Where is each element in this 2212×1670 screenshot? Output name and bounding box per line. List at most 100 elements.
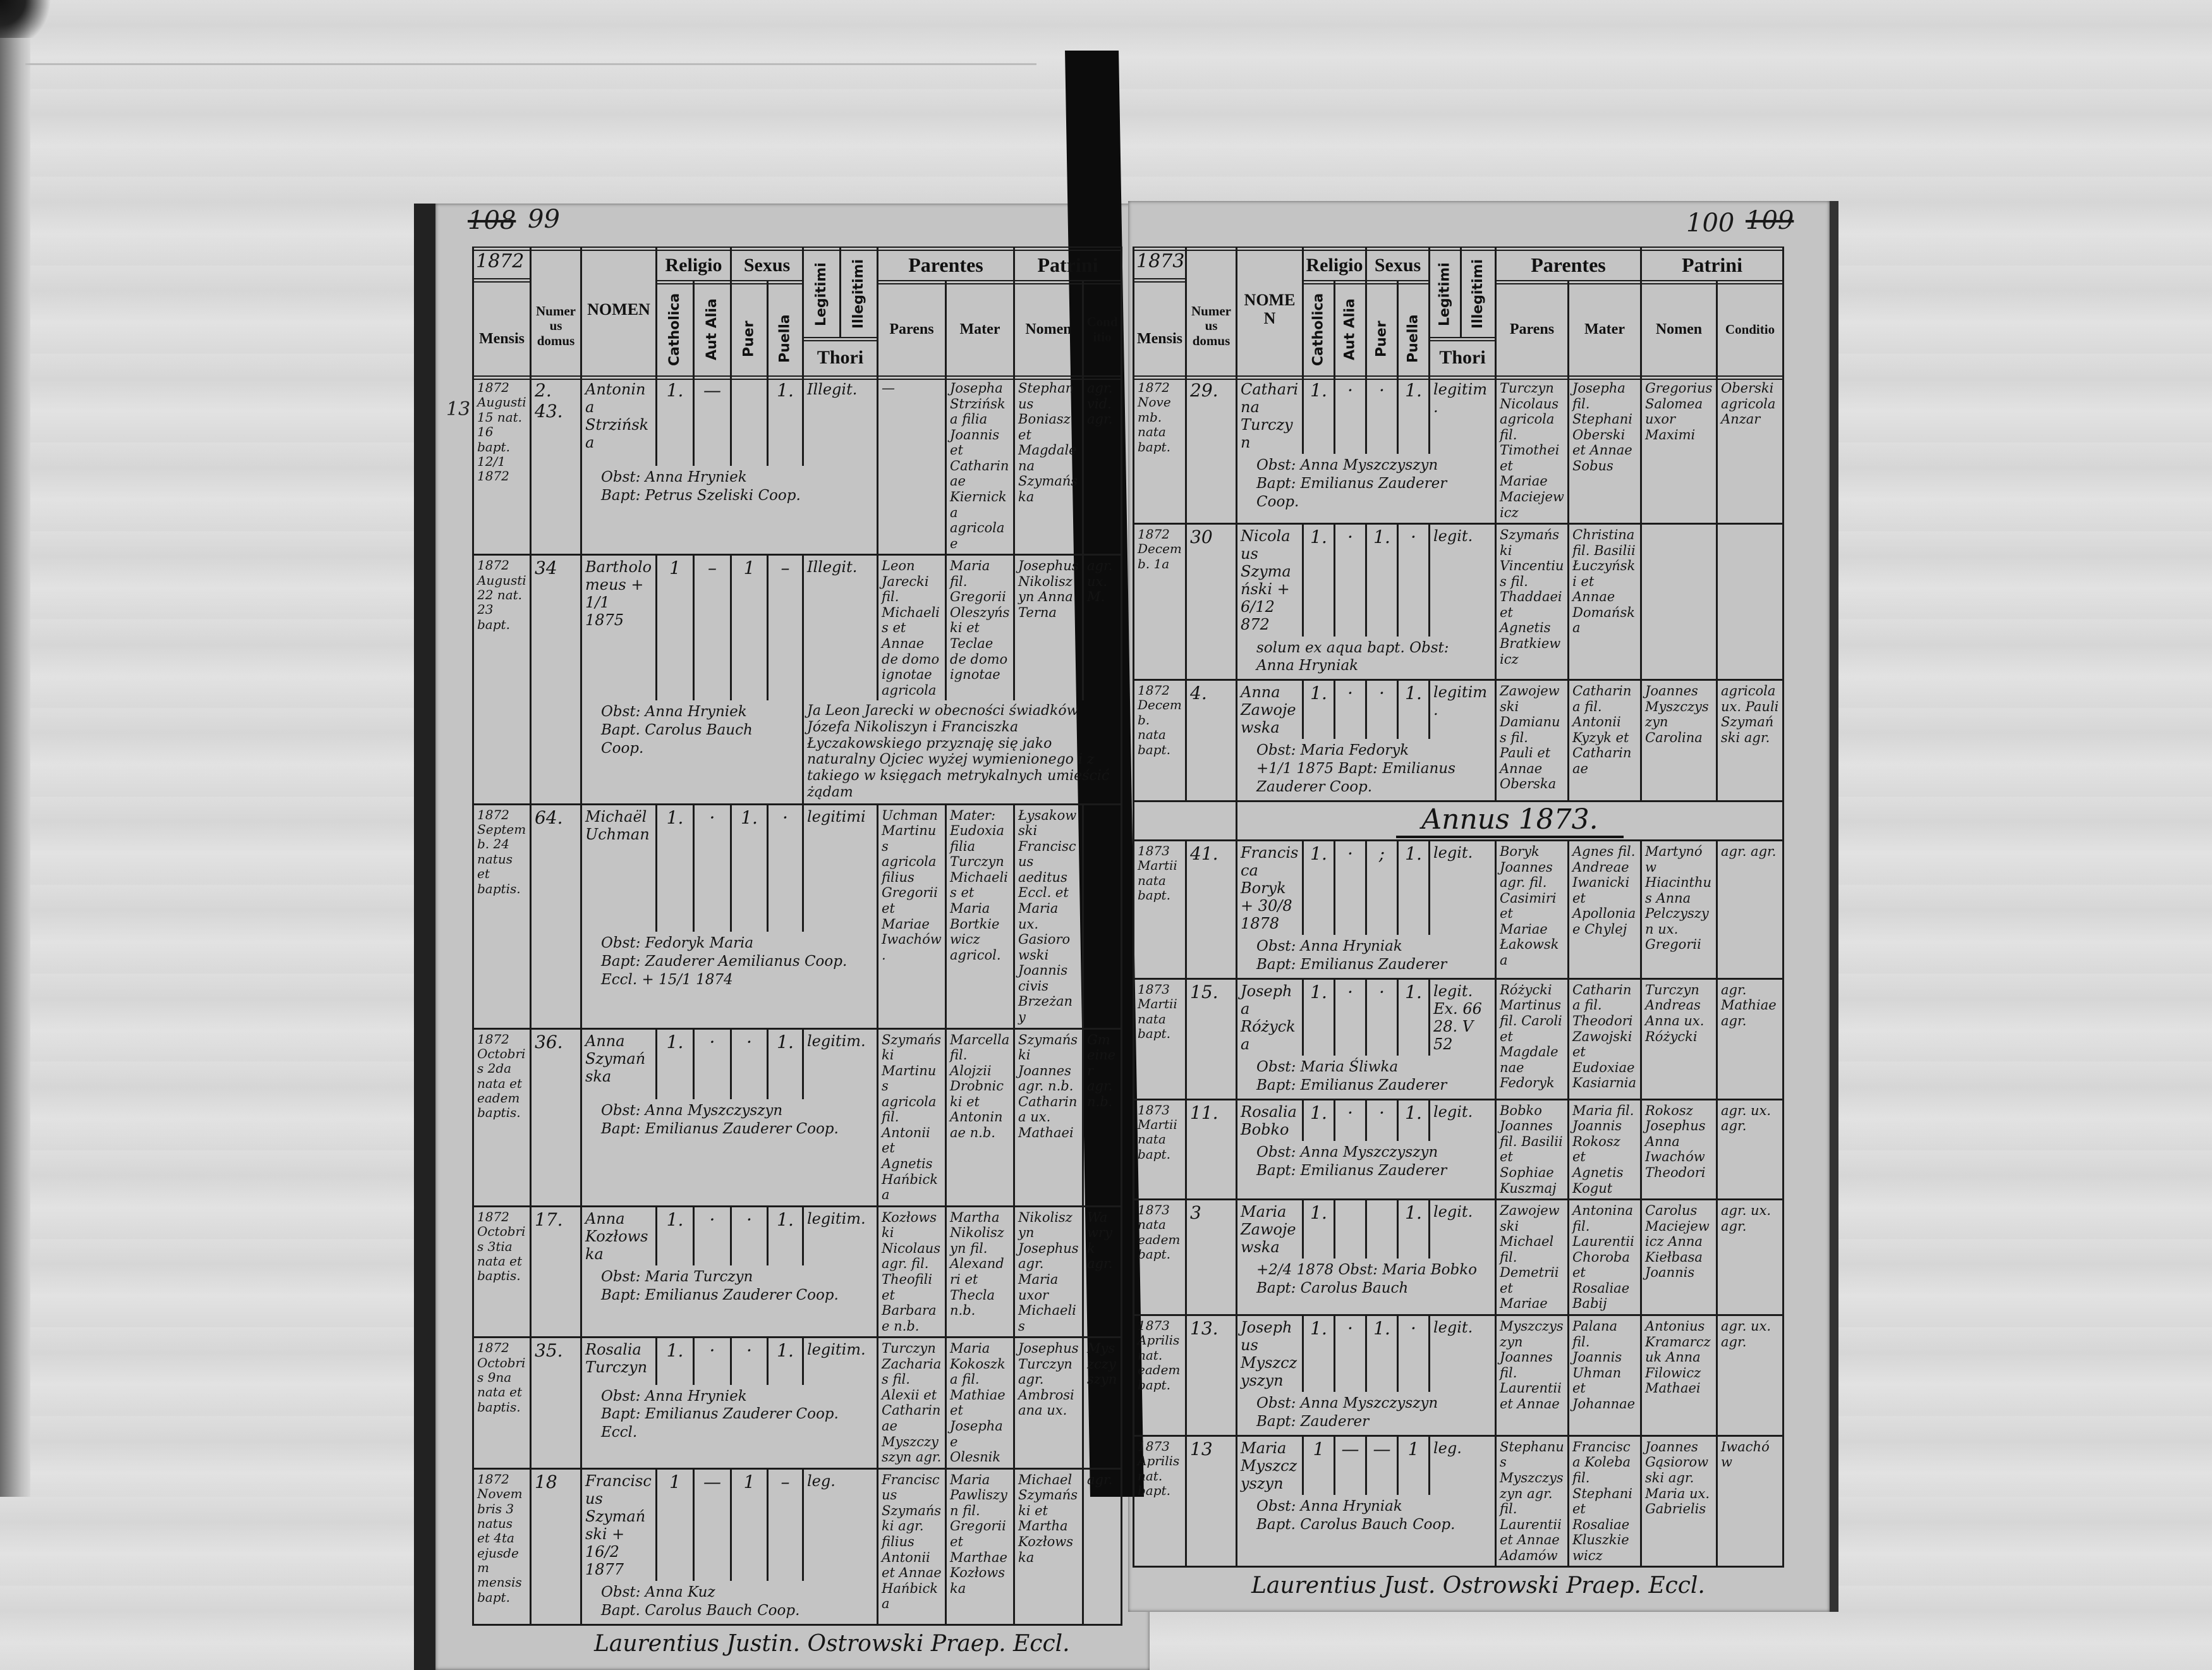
entry-parens: Szymański Vincentius fil. Thaddaei et Ag… [1495, 523, 1569, 681]
entry-aut-alia: · [693, 1337, 732, 1385]
entry-parens: Leon Jarecki fil. Michaelis et Annae de … [877, 554, 947, 701]
entry-obstetrix-baptizans: Obst: Maria Fedoryk +1/1 1875 Bapt: Emili… [1236, 739, 1497, 802]
baptizans: Bapt: Emilianus Zauderer Coop. [601, 1120, 839, 1137]
entry-parens: Zawojewski Damianus fil. Pauli et Annae … [1495, 680, 1569, 802]
entry-puer: · [730, 1337, 769, 1385]
baptizans: Bapt: Petrus Szeliski Coop. [601, 487, 801, 504]
left_page-header-col-line [877, 247, 878, 378]
entry-domus: 29. [1185, 378, 1237, 525]
entry-nomen: Nicolaus Szymański + 6/12 872 [1236, 523, 1304, 637]
entry-legitimacy: legit. [1428, 840, 1497, 936]
entry-nomen: Franciscus Szymański + 16/2 1877 [580, 1468, 657, 1582]
entry-mater: Palana fil. Joannis Uhman et Johannae [1567, 1315, 1642, 1437]
left_page-header-top-line [472, 247, 1122, 251]
header-thori: Thori [817, 347, 864, 368]
entry-legitimacy: legit. Ex. 66 28. V 52 [1428, 978, 1497, 1056]
entry-catholica: 1. [1302, 978, 1335, 1056]
entry-catholica: 1. [1302, 378, 1335, 454]
left_page-group-line [1013, 280, 1121, 284]
entry-patrini-nomen: Nikoliszyn Josephus agr. Maria uxor Mich… [1013, 1206, 1085, 1339]
header-puella: Puella [777, 314, 793, 363]
entry-aut-alia: · [1334, 1315, 1367, 1393]
obstetrix: Obst: Fedoryk Maria [601, 935, 754, 952]
table-row: 1872 Decemb. nata bapt. 4. Anna Zawojewska… [1133, 680, 1784, 802]
entry-legitimacy: legit. [1428, 1199, 1497, 1259]
header-mater: Mater [959, 321, 1000, 338]
entry-mensis: 1872 Octobris 9na nata et baptis. [472, 1337, 532, 1470]
baptizans: Bapt: Emilianus Zauderer Coop. [601, 1286, 839, 1303]
header-sexus: Sexus [1374, 255, 1421, 276]
table-row: 1872 Octobris 2da nata et eadem baptis. 3… [472, 1028, 1123, 1207]
entry-mater: Martha Nikoliszyn fil. Alexandri et Thec… [945, 1206, 1016, 1339]
left_page-header-col-line [1082, 280, 1084, 378]
header-mensis: Mensis [479, 330, 525, 347]
signature-right: Laurentius Just. Ostrowski Praep. Eccl. [1251, 1573, 1705, 1599]
right_page-header-col-line [1185, 247, 1187, 378]
entry-nomen: Anna Szymańska [580, 1028, 657, 1100]
entry-puer: 1 [730, 554, 769, 701]
table-row: 1873 Aprilis nat. eadem bapt. 13. Josephus… [1133, 1315, 1784, 1437]
entry-domus: 13 [1185, 1435, 1237, 1568]
entry-mater: Agnes fil. Andreae Iwanicki et Apollonia… [1567, 840, 1642, 980]
entry-mensis: 1872 Octobris 3tia nata et baptis. [472, 1206, 532, 1339]
obstetrix: Obst: Anna Myszczyszyn [1256, 1143, 1438, 1161]
left_page-header-col-line [472, 247, 474, 378]
entry-legitimacy: legitim. [1428, 680, 1497, 740]
obstetrix: Obst: Anna Myszczyszyn [1256, 457, 1438, 474]
entry-puer: · [730, 1028, 769, 1100]
header-patrini-nomen: Nomen [1655, 321, 1703, 338]
entry-legitimacy: legitimi [801, 804, 879, 932]
entry-patrini-conditio: Wawryk agr. [1082, 1206, 1123, 1339]
left_page-header-year: 1872 [476, 250, 525, 272]
entry-domus: 36. [530, 1028, 582, 1207]
entry-patrini-conditio [1716, 523, 1784, 681]
table-row: 1873 Aprilis nat. bapt. 13 Maria Myszczysz… [1133, 1435, 1784, 1568]
entry-puer [1365, 1199, 1399, 1259]
entry-puer: · [1365, 978, 1399, 1056]
obstetrix: Obst: Maria Turczyn [601, 1268, 753, 1285]
entry-nomen: Antonina Strzińska [580, 378, 657, 466]
obstetrix: Obst: Maria Śliwka [1256, 1059, 1399, 1076]
right_page-header-bottom-line [1133, 375, 1784, 380]
entry-puella: 1. [1397, 840, 1430, 936]
entry-catholica: 1. [1302, 523, 1335, 637]
entry-puella: · [1397, 523, 1430, 637]
entry-catholica: 1. [1302, 840, 1335, 936]
entry-patrini-conditio: agr. agr. [1716, 840, 1784, 980]
entry-mensis: 1873 Aprilis nat. bapt. [1133, 1435, 1187, 1568]
header-catholica: Catholica [1310, 293, 1327, 367]
entry-catholica: 1. [655, 1337, 695, 1385]
header-thori: Thori [1439, 347, 1486, 368]
entry-obstetrix-baptizans: Obst: Anna Hryniek Bapt: Emilianus Zauder… [580, 1384, 879, 1470]
left_page-header-col-line [767, 280, 769, 378]
left_page-header-col-line [730, 247, 732, 378]
entry-patrini-nomen: Szymański Joannes agr. n.b. Catharina ux… [1013, 1028, 1085, 1207]
entry-catholica: 1 [655, 1468, 695, 1582]
entry-legitimacy: legitim. [801, 1337, 879, 1385]
entry-domus: 30 [1185, 523, 1237, 681]
entry-puella: 1. [767, 1337, 804, 1385]
entry-aut-alia: – [693, 554, 732, 701]
entry-mensis: 1872 Novembris 3 natus et 4ta ejusdem me… [472, 1468, 532, 1626]
table-row: 1872 Augusti 15 nat. 16 bapt. 12/1 1872 2… [472, 378, 1123, 556]
entry-parens: Kozłowski Nicolaus agr. fil. Theofili et… [877, 1206, 947, 1339]
entry-parens: Szymański Martinus agricola fil. Antonii… [877, 1028, 947, 1207]
entry-parens: Franciscus Szymański agr. filius Antonii… [877, 1468, 947, 1626]
entry-nomen: Francisca Boryk + 30/8 1878 [1236, 840, 1304, 936]
table-row: 1872 Decemb. 1a 30 Nicolaus Szymański + 6/… [1133, 523, 1784, 681]
entry-patrini-nomen: Rokosz Josephus Anna Iwachów Theodori [1640, 1099, 1718, 1201]
signature-left: Laurentius Justin. Ostrowski Praep. Eccl… [594, 1630, 1070, 1657]
entry-patrini-conditio: Gmeiner agr. n.b. [1082, 1028, 1123, 1207]
entry-obstetrix-baptizans: Obst: Anna Hryniek Bapt. Carolus Bauch Co… [580, 700, 804, 805]
entry-parens: Bobko Joannes fil. Basilii et Sophiae Ku… [1495, 1099, 1569, 1201]
obstetrix: solum ex aqua bapt. Obst: Anna Hryniak [1256, 639, 1449, 674]
entry-patrini-conditio: agr. ux. agr. [1716, 1199, 1784, 1316]
entry-puella: 1. [1397, 378, 1430, 454]
entry-aut-alia: · [1334, 523, 1367, 637]
entry-nomen: Rosalia Turczyn [580, 1337, 657, 1385]
right_page-header-col-line [1460, 247, 1462, 337]
table-row: 1872 Octobris 3tia nata et baptis. 17. Ann… [472, 1206, 1123, 1339]
right_page-header-col-line [1236, 247, 1237, 378]
obstetrix: Obst: Anna Hryniek [601, 704, 747, 721]
entry-aut-alia: · [1334, 978, 1367, 1056]
